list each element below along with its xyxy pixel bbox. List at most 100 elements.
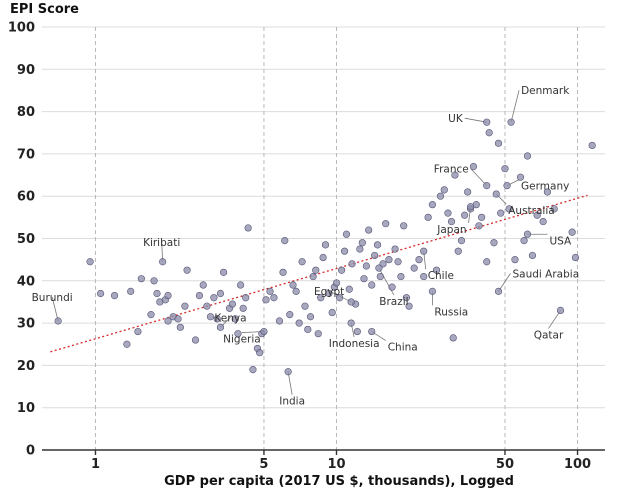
data-point	[385, 256, 393, 264]
data-points	[54, 118, 596, 376]
data-point	[298, 258, 306, 266]
data-point	[275, 317, 284, 325]
x-tick-label: 50	[496, 457, 514, 472]
data-point	[206, 313, 215, 321]
data-point	[345, 285, 353, 293]
data-point	[289, 281, 297, 289]
data-point	[262, 296, 270, 304]
annotation-leader	[548, 310, 561, 329]
data-point	[420, 272, 428, 281]
data-point	[436, 192, 445, 200]
country-label: Kenya	[214, 312, 246, 324]
data-point	[183, 266, 191, 274]
data-point	[550, 205, 558, 213]
country-label: India	[279, 396, 305, 408]
country-label: Burundi	[32, 292, 73, 304]
y-tick-label: 50	[17, 232, 35, 247]
data-point	[195, 292, 204, 300]
data-point	[394, 258, 402, 266]
trendline-layer	[50, 194, 588, 353]
data-point	[301, 302, 309, 310]
labeled-data-point	[428, 287, 437, 295]
data-point	[494, 139, 503, 147]
data-point	[400, 222, 408, 230]
data-point	[153, 289, 161, 298]
data-point	[203, 302, 211, 310]
data-point	[348, 260, 356, 268]
data-point	[382, 220, 390, 228]
data-point	[286, 311, 294, 319]
data-point	[332, 279, 341, 287]
country-label: Denmark	[521, 85, 570, 97]
annotation-leader	[510, 90, 520, 123]
country-label: Japan	[436, 224, 466, 236]
data-point	[478, 213, 486, 221]
data-point	[444, 209, 452, 217]
data-point	[356, 245, 364, 253]
data-point	[314, 330, 322, 338]
data-point	[325, 289, 333, 298]
country-label: Saudi Arabia	[513, 268, 580, 280]
data-point	[415, 256, 423, 264]
data-point	[520, 237, 528, 245]
data-point	[335, 294, 344, 302]
data-point	[137, 275, 145, 283]
y-tick-label: 100	[8, 21, 35, 36]
data-point	[234, 330, 242, 338]
country-label: Russia	[434, 306, 468, 318]
country-label: China	[388, 342, 418, 354]
annotation-leader	[464, 117, 487, 123]
annotation-leader	[287, 371, 293, 395]
labeled-data-point	[492, 190, 500, 198]
y-tick-label: 40	[17, 274, 35, 289]
labeled-data-point	[556, 306, 565, 315]
data-point	[244, 224, 252, 232]
data-point	[342, 230, 351, 238]
data-point	[501, 165, 509, 173]
y-tick-label: 60	[17, 190, 35, 205]
data-point	[338, 266, 346, 274]
data-point	[358, 239, 366, 247]
data-point	[371, 251, 379, 260]
data-point	[281, 237, 289, 245]
data-point	[292, 287, 300, 295]
data-point	[360, 275, 368, 283]
y-tick-label: 80	[17, 105, 35, 120]
country-label: Nigeria	[223, 334, 261, 346]
y-tick-label: 0	[26, 444, 35, 459]
y-axis-title: EPI Score	[10, 2, 79, 17]
data-point	[353, 327, 361, 336]
data-point	[279, 268, 287, 276]
data-point	[328, 308, 336, 317]
data-point	[319, 253, 327, 262]
data-point	[457, 237, 466, 245]
trend-line	[50, 194, 588, 353]
labeled-data-point	[494, 287, 503, 295]
data-point	[497, 209, 505, 217]
country-label: Kiribati	[143, 237, 180, 249]
country-label: Egypt	[314, 286, 344, 298]
y-tick-label: 30	[17, 317, 35, 332]
annotation-leader	[498, 273, 511, 292]
country-label: Qatar	[534, 329, 564, 341]
data-point	[147, 311, 155, 319]
labeled-data-point	[503, 182, 511, 190]
data-point	[376, 272, 384, 281]
data-point	[231, 315, 239, 323]
country-label: Germany	[521, 181, 569, 193]
y-tick-label: 20	[17, 359, 35, 374]
labeled-data-point	[216, 323, 225, 331]
country-label: UK	[448, 113, 464, 125]
data-point	[528, 251, 537, 260]
data-point	[447, 217, 456, 226]
x-tick-label: 100	[564, 457, 591, 472]
data-point	[236, 281, 245, 289]
data-point	[539, 217, 547, 226]
data-point	[210, 294, 218, 302]
labeled-data-point	[368, 327, 376, 336]
labeled-data-point	[375, 264, 383, 272]
labeled-data-point	[284, 368, 292, 376]
x-axis-title: GDP per capita (2017 US $, thousands), L…	[164, 474, 514, 489]
data-point	[199, 281, 207, 289]
labeled-data-point	[466, 203, 475, 211]
